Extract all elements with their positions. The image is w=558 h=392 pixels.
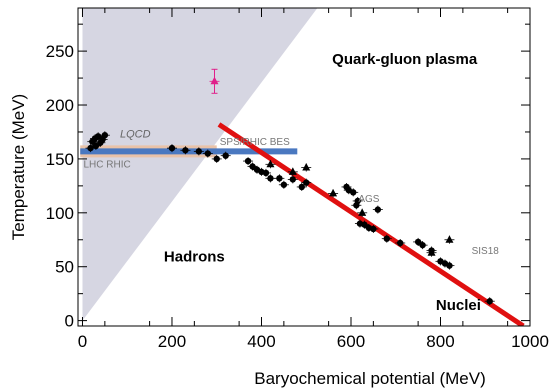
data-point-triangle (445, 235, 454, 243)
data-point-triangle (266, 159, 275, 168)
x-tick-label: 400 (247, 332, 275, 351)
data-point (289, 176, 297, 183)
y-tick-label: 150 (46, 150, 74, 169)
y-tick-label: 50 (55, 258, 74, 277)
data-point (383, 235, 390, 242)
annotation-label: LHC RHIC (83, 160, 130, 171)
x-tick-label: 1000 (511, 332, 549, 351)
label-layer: Quark-gluon plasma Hadrons Nuclei LQCD LHC R… (83, 51, 499, 314)
data-point (94, 133, 102, 140)
data-point (249, 163, 256, 170)
data-point-triangle (288, 167, 297, 175)
data-point (397, 239, 404, 247)
data-point (92, 142, 100, 150)
annotation-label: LQCD (120, 128, 151, 140)
data-point (419, 241, 426, 249)
freezeout-line (217, 122, 525, 326)
x-tick-label: 800 (426, 332, 454, 351)
x-tick-label: 200 (158, 332, 186, 351)
annotation-label: SPS/RHIC BES (220, 137, 290, 148)
data-point (350, 189, 357, 196)
y-tick-label: 200 (46, 96, 74, 115)
data-point (486, 298, 493, 305)
plot-frame (77, 7, 531, 327)
data-point (370, 225, 377, 233)
region-label: Hadrons (164, 248, 225, 265)
region-layer (82, 8, 318, 321)
data-point-triangle (427, 248, 436, 256)
region-label: Quark-gluon plasma (332, 51, 478, 68)
data-point (280, 181, 288, 188)
tick-layer: 0 200 400 600 800 1000 0 50 100 150 200 250 (46, 8, 549, 351)
data-point (213, 155, 220, 163)
marker-layer (85, 68, 495, 306)
hadron-region (82, 8, 318, 321)
data-point (182, 147, 189, 154)
data-point (414, 238, 422, 246)
data-point-triangle (358, 208, 367, 216)
data-point (87, 144, 94, 152)
data-point (446, 262, 453, 269)
data-point (374, 206, 382, 213)
data-point (267, 175, 274, 182)
data-point (101, 132, 109, 139)
x-axis-label: Baryochemical potential (MeV) (254, 369, 485, 388)
data-point (168, 144, 176, 152)
data-point (262, 169, 270, 177)
data-point (244, 157, 252, 165)
data-point-triangle (302, 163, 311, 171)
data-point (354, 197, 361, 205)
y-tick-label: 100 (46, 204, 74, 223)
y-tick-label: 250 (46, 42, 74, 61)
data-point (204, 150, 211, 157)
data-point (298, 183, 305, 191)
x-tick-label: 600 (337, 332, 365, 351)
annotation-label: SIS18 (472, 246, 500, 257)
y-axis-label: Temperature (MeV) (9, 94, 28, 240)
axes-frame (77, 7, 531, 327)
region-label: Nuclei (436, 297, 481, 314)
data-point (276, 175, 283, 182)
data-point (222, 152, 229, 159)
data-point-triangle (329, 188, 338, 197)
x-tick-label: 0 (78, 332, 87, 351)
data-point (361, 221, 368, 228)
y-tick-label: 0 (65, 312, 74, 331)
data-point-triangle (210, 76, 219, 85)
annotation-label: AGS (358, 194, 379, 205)
data-point (303, 179, 310, 186)
data-point (195, 148, 203, 155)
